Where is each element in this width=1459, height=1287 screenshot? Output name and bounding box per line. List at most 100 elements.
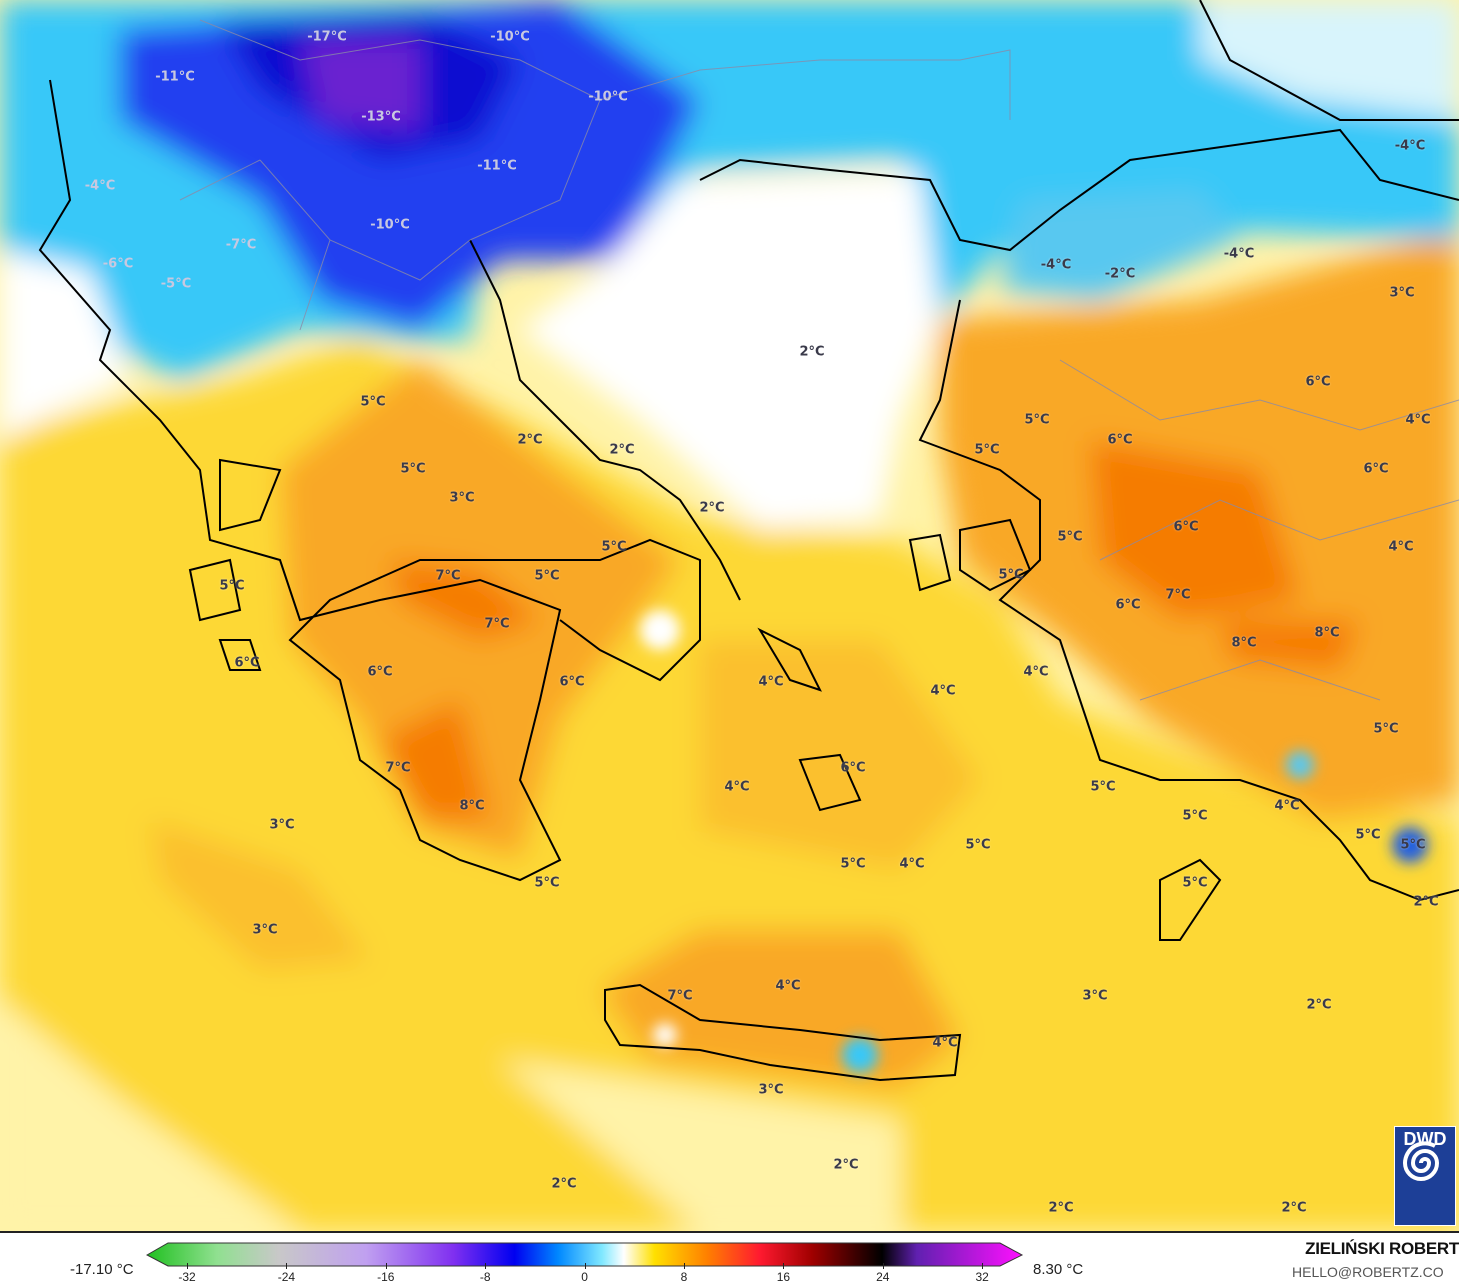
temperature-label: 5°C <box>219 578 245 594</box>
temperature-map: -17°C -10°C -11°C -13°C -10°C -11°C -4°C -10°C -… <box>0 0 1459 1233</box>
temperature-label: 7°C <box>435 568 461 584</box>
temperature-label: 7°C <box>385 760 411 776</box>
temperature-label: 2°C <box>517 432 543 448</box>
colorbar-tick <box>584 1263 586 1269</box>
temperature-label: -4°C <box>1223 246 1255 262</box>
temperature-label: -17°C <box>307 29 347 45</box>
temperature-label: 7°C <box>667 988 693 1004</box>
temperature-label: -4°C <box>1394 138 1426 154</box>
temperature-label: 6°C <box>1363 461 1389 477</box>
temperature-label: 4°C <box>899 856 925 872</box>
temperature-label: -6°C <box>102 256 134 272</box>
temperature-label: 2°C <box>609 442 635 458</box>
temperature-label: 2°C <box>551 1176 577 1192</box>
temperature-label: -10°C <box>370 217 410 233</box>
temperature-shading <box>0 0 1459 1231</box>
temperature-label: 3°C <box>1389 285 1415 301</box>
temperature-label: 6°C <box>234 655 260 671</box>
temperature-label: 2°C <box>799 344 825 360</box>
temperature-label: 5°C <box>1373 721 1399 737</box>
temperature-label: 5°C <box>1057 529 1083 545</box>
temperature-label: 5°C <box>534 568 560 584</box>
max-value: 8.30 °C <box>1033 1261 1084 1278</box>
temperature-label: 5°C <box>1182 808 1208 824</box>
author-email[interactable]: HELLO@ROBERTZ.CO <box>1292 1264 1444 1280</box>
temperature-label: -13°C <box>361 109 401 125</box>
temperature-label: 8°C <box>1231 635 1257 651</box>
temperature-label: 4°C <box>1388 539 1414 555</box>
min-value: -17.10 °C <box>70 1261 134 1278</box>
temperature-label: 6°C <box>367 664 393 680</box>
temperature-label: 2°C <box>699 500 725 516</box>
temperature-label: 4°C <box>1405 412 1431 428</box>
colorbar-tick-label: -8 <box>479 1270 491 1284</box>
temperature-label: 3°C <box>252 922 278 938</box>
colorbar-tick <box>187 1263 188 1269</box>
temperature-label: 8°C <box>459 798 485 814</box>
temperature-label: 6°C <box>1115 597 1141 613</box>
temperature-label: 5°C <box>1400 837 1426 853</box>
temperature-label: -5°C <box>160 276 192 292</box>
temperature-label: 5°C <box>998 567 1024 583</box>
dwd-logo: DWD <box>1394 1126 1456 1226</box>
coastlines <box>38 0 1459 1082</box>
temperature-label: 5°C <box>1090 779 1116 795</box>
colorbar-tick-label: -16 <box>377 1270 395 1284</box>
temperature-label: 4°C <box>724 779 750 795</box>
temperature-label: 5°C <box>1182 875 1208 891</box>
temperature-label: 4°C <box>1023 664 1049 680</box>
temperature-label: 2°C <box>1281 1200 1307 1216</box>
colorbar-tick-label: -24 <box>277 1270 296 1284</box>
colorbar-tick <box>385 1263 387 1269</box>
borders <box>179 19 1459 701</box>
temperature-label: 3°C <box>758 1082 784 1098</box>
temperature-label: 5°C <box>400 461 426 477</box>
temperature-label: 5°C <box>601 539 627 555</box>
colorbar-tick-label: 0 <box>581 1270 588 1284</box>
temperature-label: 4°C <box>758 674 784 690</box>
colorbar-tick <box>882 1263 884 1269</box>
temperature-label: 3°C <box>1082 988 1108 1004</box>
temperature-label: 4°C <box>1274 798 1300 814</box>
temperature-label: 7°C <box>484 616 510 632</box>
temperature-label: 2°C <box>833 1157 859 1173</box>
temperature-label: 5°C <box>1355 827 1381 843</box>
temperature-label: 3°C <box>269 817 295 833</box>
temperature-label: 2°C <box>1048 1200 1074 1216</box>
temperature-label: 6°C <box>840 760 866 776</box>
temperature-label: 5°C <box>974 442 1000 458</box>
colorbar-tick-label: 32 <box>975 1270 989 1284</box>
colorbar-tick <box>783 1263 785 1269</box>
temperature-label: 5°C <box>360 394 386 410</box>
colorbar-tick <box>982 1263 984 1269</box>
temperature-label: 6°C <box>559 674 585 690</box>
colorbar <box>145 1242 1024 1267</box>
colorbar-tick-label: 8 <box>680 1270 688 1284</box>
temperature-label: -4°C <box>84 178 116 194</box>
temperature-label: -2°C <box>1104 266 1136 282</box>
colorbar-tick <box>286 1263 288 1269</box>
temperature-detail <box>640 610 1428 1073</box>
temperature-label: 5°C <box>534 875 560 891</box>
temperature-label: -10°C <box>588 89 628 105</box>
temperature-label: 8°C <box>1314 625 1340 641</box>
temperature-label: 2°C <box>1413 894 1439 910</box>
temperature-label: 6°C <box>1107 432 1133 448</box>
color-legend: -17.10 °C -32 -24 -16 <box>0 1233 1459 1287</box>
temperature-label: 5°C <box>1024 412 1050 428</box>
colorbar-tick-label: 16 <box>776 1270 791 1284</box>
colorbar-tick <box>684 1263 685 1269</box>
temperature-label: -11°C <box>477 158 517 174</box>
temperature-label: -10°C <box>490 29 530 45</box>
colorbar-tick <box>485 1263 487 1269</box>
temperature-label: -11°C <box>155 69 195 85</box>
dwd-logo-text: DWD <box>1403 1129 1447 1149</box>
temperature-label: 6°C <box>1173 519 1199 535</box>
temperature-label: -7°C <box>225 237 257 253</box>
temperature-label: 7°C <box>1165 587 1191 603</box>
temperature-label: 4°C <box>932 1035 958 1051</box>
colorbar-tick-label: -32 <box>178 1270 196 1284</box>
temperature-label: 4°C <box>930 683 956 699</box>
temperature-label: -4°C <box>1040 257 1072 273</box>
temperature-field <box>0 0 1459 1231</box>
